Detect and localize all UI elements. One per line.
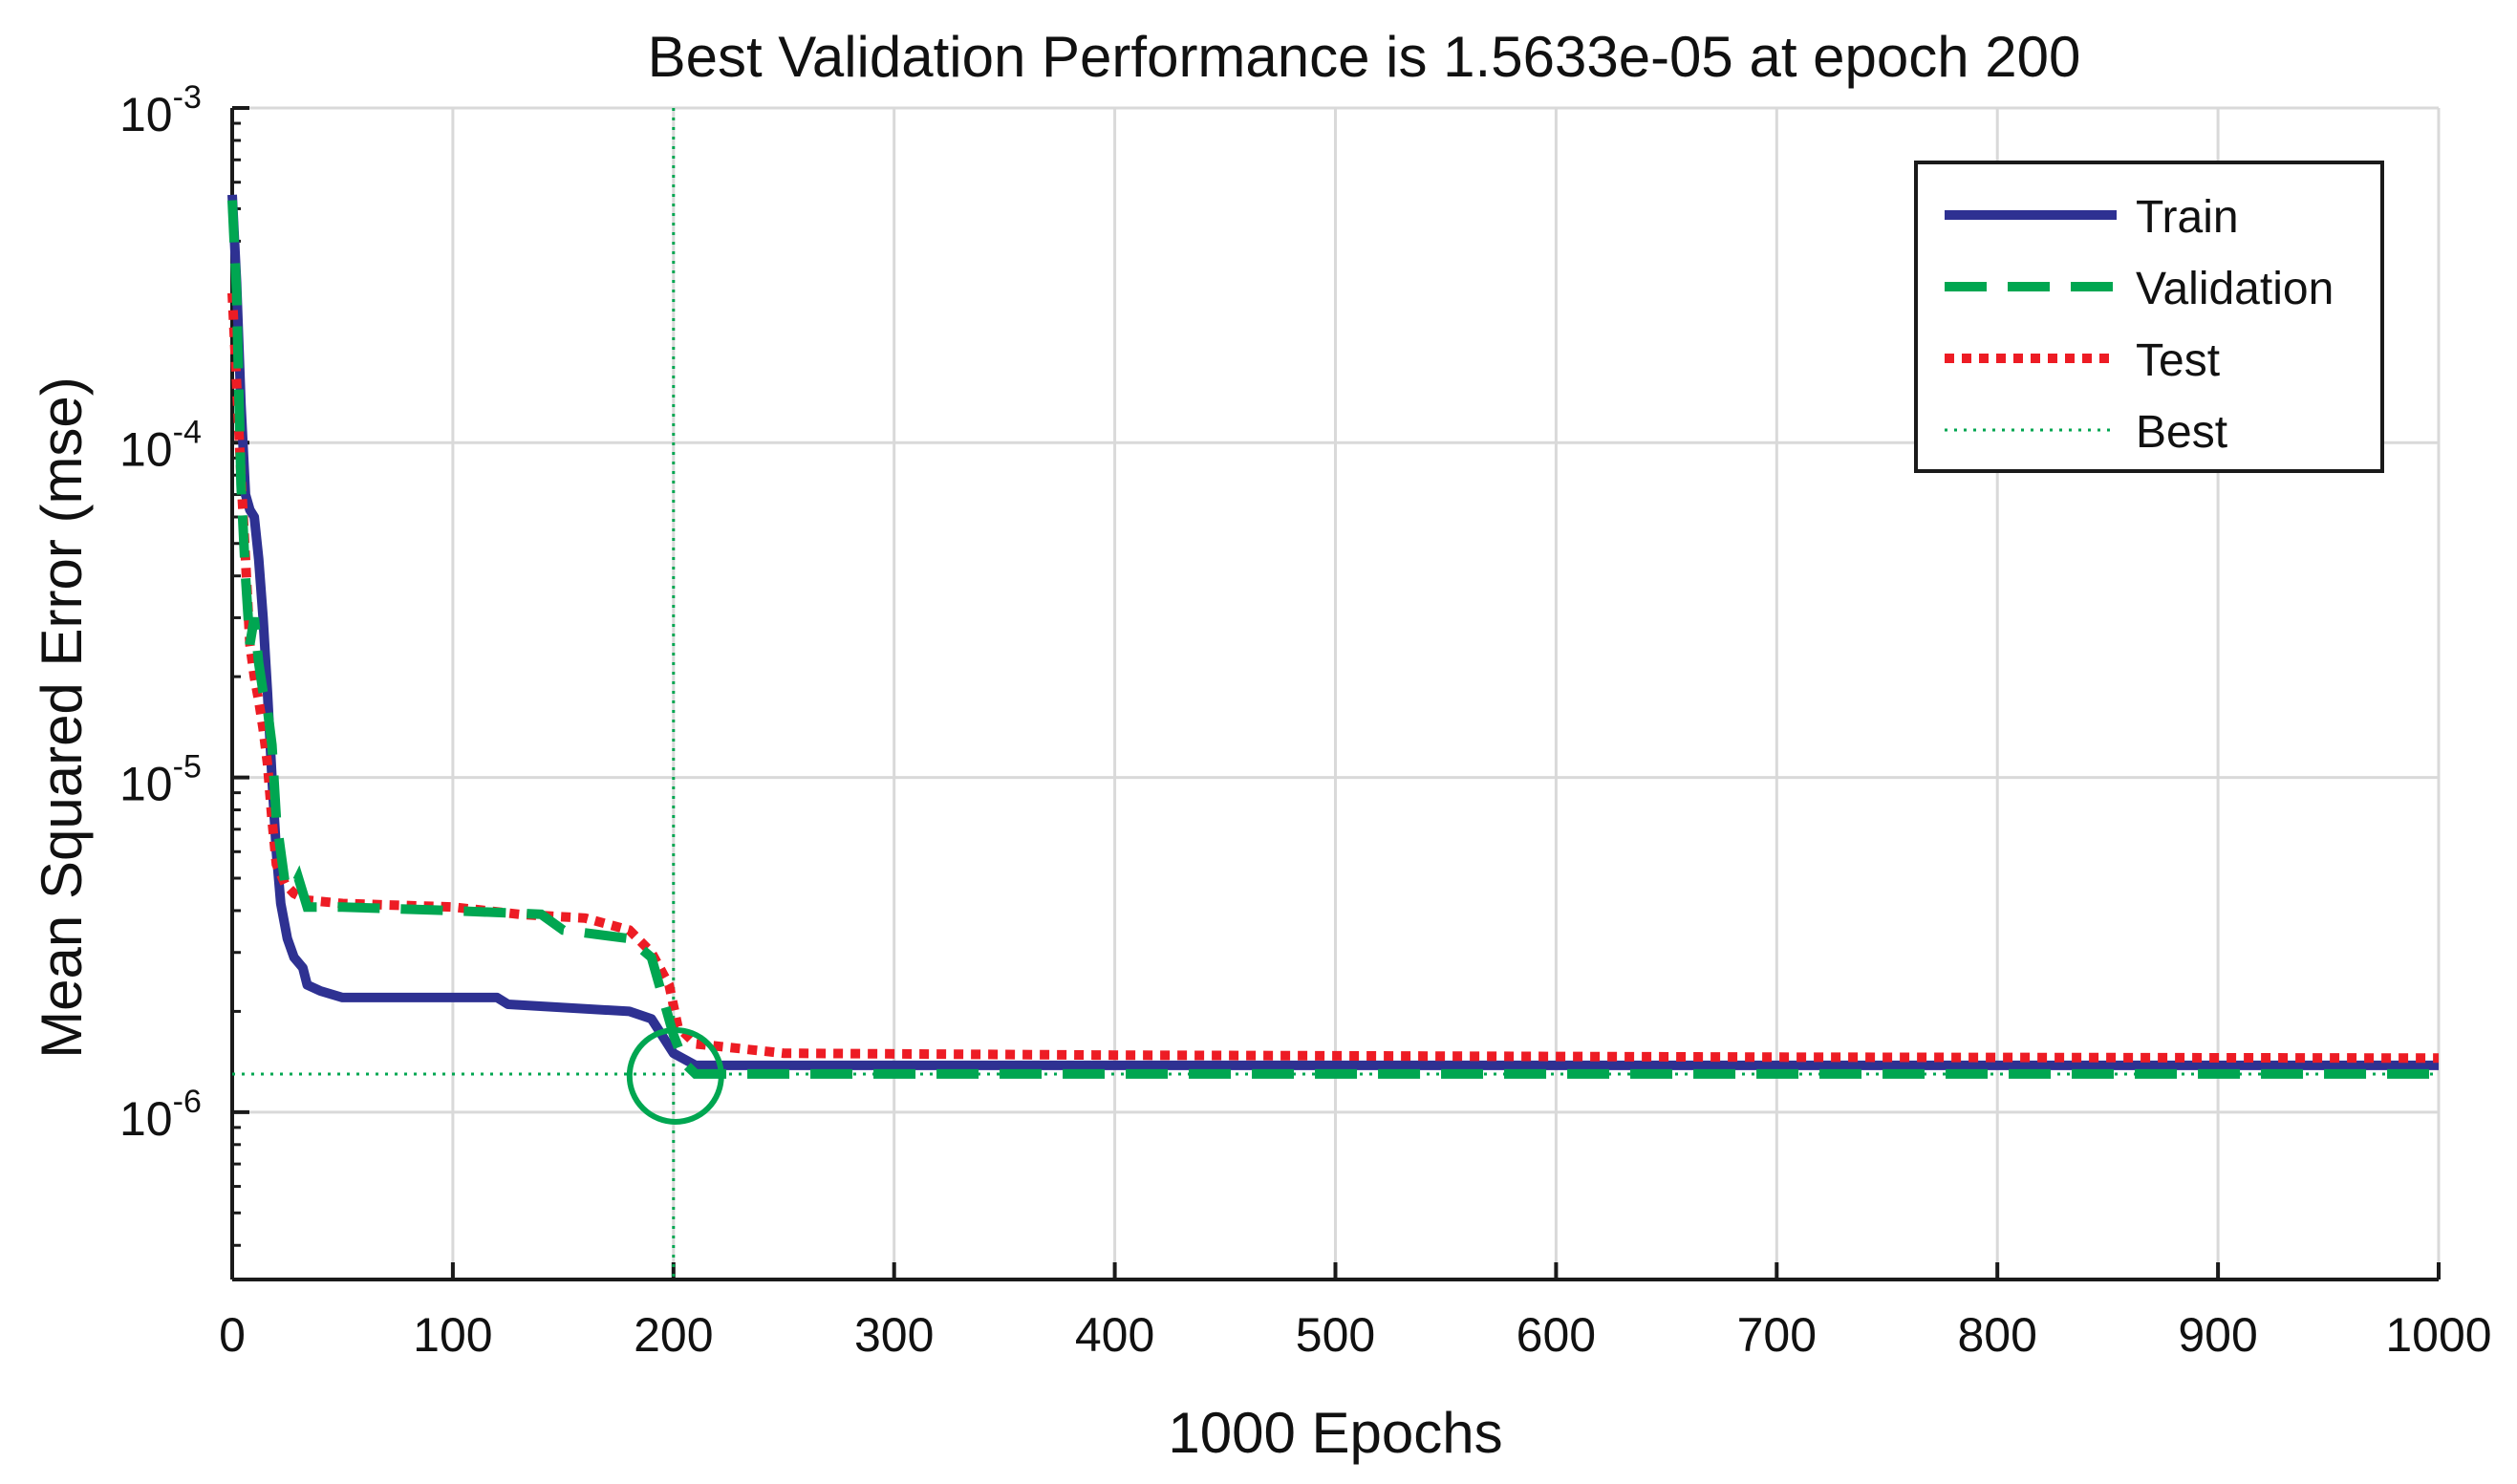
y-tick-exponent: -4: [173, 414, 202, 450]
legend-label-test: Test: [2136, 335, 2220, 386]
x-tick-label: 500: [1296, 1308, 1375, 1362]
y-tick-exponent: -3: [173, 79, 202, 116]
y-tick-base: 10: [119, 422, 173, 476]
y-axis-label: Mean Squared Error (mse): [30, 376, 94, 1059]
legend-label-best: Best: [2136, 407, 2227, 458]
best-marker-circle: [626, 1026, 724, 1125]
x-tick-label: 800: [1957, 1308, 2036, 1362]
y-tick-label: 10-4: [119, 414, 202, 476]
y-tick-base: 10: [119, 758, 173, 811]
x-axis-label: 1000 Epochs: [1168, 1401, 1502, 1465]
x-tick-label: 100: [413, 1308, 492, 1362]
x-tick-label: 700: [1737, 1308, 1817, 1362]
series-train-line: [227, 194, 2439, 1070]
x-tick-label: 300: [854, 1308, 934, 1362]
x-tick-label: 0: [219, 1308, 246, 1362]
y-tick-exponent: -5: [173, 749, 202, 785]
x-tick-label: 600: [1517, 1308, 1596, 1362]
y-tick-label: 10-6: [119, 1084, 202, 1146]
y-tick-exponent: -6: [173, 1084, 202, 1120]
x-tick-label: 900: [2178, 1308, 2257, 1362]
y-tick-label: 10-3: [119, 79, 202, 141]
series-validation-line: [227, 200, 2439, 1079]
y-tick-base: 10: [119, 88, 173, 141]
legend-label-train: Train: [2136, 192, 2239, 243]
x-tick-label: 200: [634, 1308, 713, 1362]
y-tick-label: 10-5: [119, 749, 202, 811]
legend-label-validation: Validation: [2136, 264, 2334, 314]
chart-title: Best Validation Performance is 1.5633e-0…: [648, 25, 2081, 89]
x-tick-label: 1000: [2385, 1308, 2491, 1362]
y-tick-base: 10: [119, 1092, 173, 1146]
x-tick-label: 400: [1075, 1308, 1154, 1362]
